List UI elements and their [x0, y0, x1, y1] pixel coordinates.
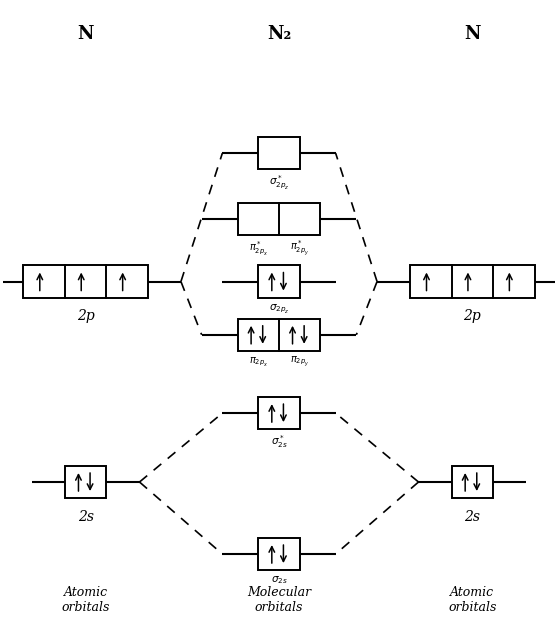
Bar	[258, 137, 300, 169]
Text: N₂: N₂	[267, 25, 291, 43]
Text: N: N	[78, 25, 94, 43]
Bar	[238, 319, 320, 351]
Text: $\pi^*_{2p_x}$: $\pi^*_{2p_x}$	[249, 239, 268, 257]
Text: $\pi^*_{2p_y}$: $\pi^*_{2p_y}$	[290, 239, 310, 258]
Bar	[238, 203, 320, 235]
Text: 2s: 2s	[78, 509, 94, 523]
Bar	[410, 265, 535, 298]
Text: Atomic
orbitals: Atomic orbitals	[448, 586, 497, 614]
Text: $\sigma_{2p_z}$: $\sigma_{2p_z}$	[269, 301, 289, 315]
Text: N: N	[464, 25, 480, 43]
Text: $\pi_{2p_y}$: $\pi_{2p_y}$	[290, 355, 310, 369]
Text: Molecular
orbitals: Molecular orbitals	[247, 586, 311, 614]
Text: $\sigma_{2s}$: $\sigma_{2s}$	[271, 574, 287, 586]
Text: 2p: 2p	[77, 309, 94, 323]
Bar	[258, 397, 300, 429]
Text: $\pi_{2p_x}$: $\pi_{2p_x}$	[249, 355, 268, 368]
Bar	[451, 466, 493, 498]
Bar	[258, 265, 300, 298]
Text: $\sigma^*_{2p_z}$: $\sigma^*_{2p_z}$	[269, 173, 289, 191]
Text: $\sigma^*_{2s}$: $\sigma^*_{2s}$	[271, 433, 287, 450]
Bar	[23, 265, 148, 298]
Bar	[258, 538, 300, 570]
Bar	[65, 466, 107, 498]
Text: Atomic
orbitals: Atomic orbitals	[61, 586, 110, 614]
Text: 2p: 2p	[464, 309, 481, 323]
Text: 2s: 2s	[464, 509, 480, 523]
